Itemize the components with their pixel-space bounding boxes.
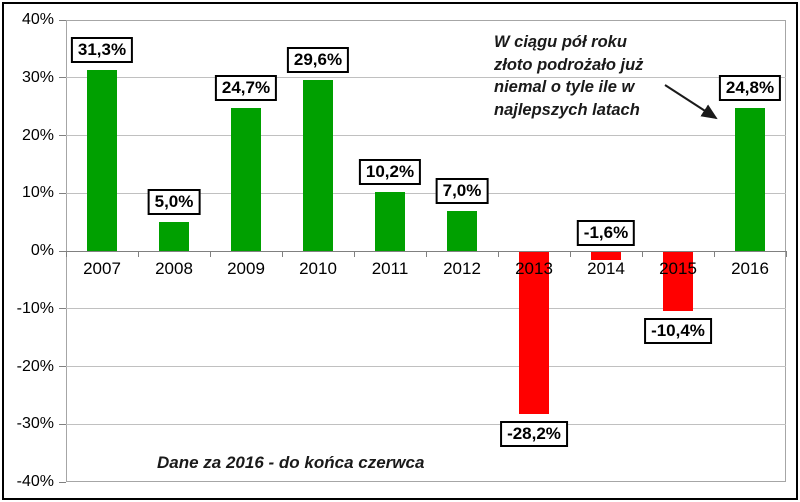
bar-2011 [375, 192, 405, 251]
y-axis-label: 20% [21, 126, 54, 144]
x-axis-label-2012: 2012 [443, 259, 481, 278]
x-axis-tick [137, 251, 139, 257]
bar-2009 [231, 108, 261, 251]
gridline [66, 77, 786, 79]
x-axis-tick [281, 251, 283, 257]
gridline [66, 423, 786, 425]
y-axis-tick [59, 481, 66, 483]
data-label-2007: 31,3% [70, 37, 134, 64]
annotation-text: W ciągu pół roku złoto podrożało już nie… [494, 33, 644, 119]
data-label-2012: 7,0% [435, 177, 489, 204]
x-axis-tick [353, 251, 355, 257]
y-axis-label: 0% [30, 242, 54, 259]
x-axis-label-2013: 2013 [515, 259, 553, 278]
x-axis-tick [497, 251, 499, 257]
data-label-2015: -10,4% [644, 318, 712, 345]
x-axis-label-2010: 2010 [299, 259, 337, 278]
x-axis-tick [785, 251, 787, 257]
bar-2008 [159, 222, 189, 251]
bar-2012 [447, 210, 477, 251]
x-axis-tick [425, 251, 427, 257]
y-axis-label: -40% [16, 473, 54, 490]
bar-2010 [303, 80, 333, 251]
x-axis-label-2008: 2008 [155, 259, 193, 278]
data-label-2014: -1,6% [576, 220, 636, 246]
y-axis-tick [59, 135, 66, 136]
bar-2014 [591, 251, 621, 261]
x-axis-label-2007: 2007 [83, 259, 121, 278]
y-axis-label: 30% [21, 68, 54, 86]
gridline [66, 135, 786, 136]
x-axis-label-2016: 2016 [731, 259, 769, 278]
y-axis-label: 40% [21, 11, 54, 28]
x-axis-label-2015: 2015 [659, 259, 697, 278]
x-axis-tick [209, 251, 211, 257]
data-label-2016: 24,8% [718, 74, 782, 101]
y-axis-tick [59, 77, 66, 79]
data-label-2010: 29,6% [286, 47, 350, 74]
data-label-2011: 10,2% [358, 159, 422, 186]
x-axis-tick [569, 251, 571, 257]
y-axis-label: -20% [16, 357, 54, 375]
y-axis-tick [59, 423, 66, 425]
y-axis-label: 10% [21, 184, 54, 202]
data-label-2009: 24,7% [214, 75, 278, 102]
data-label-2013: -28,2% [500, 420, 568, 447]
bar-2007 [87, 70, 117, 251]
x-axis-tick [713, 251, 715, 257]
y-axis-label: -30% [16, 415, 54, 433]
bar-2015 [663, 251, 693, 312]
x-axis-tick [641, 251, 643, 257]
bar-2013 [519, 251, 549, 414]
gridline [66, 308, 786, 310]
gridline [66, 192, 786, 194]
x-axis-tick [65, 251, 67, 257]
y-axis-label: -10% [16, 299, 54, 317]
y-axis-tick [59, 19, 66, 21]
x-axis-label-2014: 2014 [587, 259, 625, 278]
data-label-2008: 5,0% [147, 189, 201, 216]
y-axis-tick [59, 366, 66, 367]
gridline [66, 366, 786, 367]
y-axis-tick [59, 192, 66, 194]
y-axis-tick [59, 250, 66, 252]
footnote-text: Dane za 2016 - do końca czerwca [157, 453, 425, 472]
x-axis-label-2009: 2009 [227, 259, 265, 278]
bar-2016 [735, 107, 765, 251]
x-axis-label-2011: 2011 [371, 259, 409, 278]
y-axis-tick [59, 308, 66, 310]
